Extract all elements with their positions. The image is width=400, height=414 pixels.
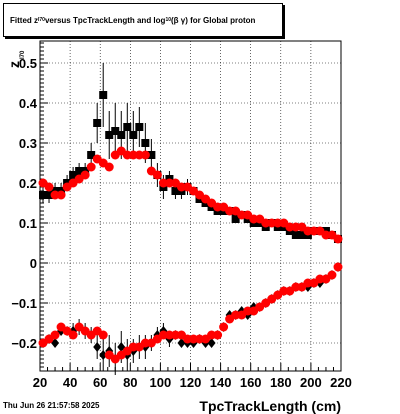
y-axis-label: z [6, 61, 22, 68]
x-tick-label: 160 [240, 375, 262, 390]
data-point-square [99, 91, 108, 99]
x-tick-label: 80 [123, 375, 137, 390]
data-point-circle [56, 190, 66, 200]
chart-title-part: (β γ) for Global proton [171, 15, 256, 25]
data-point-square [45, 191, 54, 199]
data-point-square [123, 123, 132, 131]
data-point-circle [104, 162, 114, 172]
chart-title-box: Fitted z I70 versus TpcTrackLength and lo… [3, 3, 283, 37]
data-point-square [117, 131, 126, 139]
data-point-circle [44, 182, 54, 192]
data-point-circle [80, 170, 90, 180]
data-point-square [75, 167, 84, 175]
data-point-circle [327, 270, 337, 280]
x-tick-label: 220 [330, 375, 352, 390]
data-point-square [69, 171, 78, 179]
x-tick-label: 180 [270, 375, 292, 390]
data-point-circle [98, 330, 108, 340]
data-point-circle [50, 330, 60, 340]
data-point-circle [333, 234, 343, 244]
x-axis-label: TpcTrackLength (cm) [199, 398, 341, 414]
y-tick-label: 0.3 [19, 136, 37, 151]
y-tick-label: −0.2 [11, 336, 37, 351]
data-point-diamond [99, 350, 108, 360]
data-point-circle [213, 330, 223, 340]
y-tick-label: 0.4 [19, 96, 38, 111]
x-tick-label: 100 [150, 375, 172, 390]
y-tick-label: 0 [30, 256, 37, 271]
x-tick-label: 200 [300, 375, 322, 390]
chart-title-part: versus TpcTrackLength and log [44, 15, 166, 25]
data-point-circle [333, 262, 343, 272]
data-point-circle [152, 170, 162, 180]
x-tick-label: 20 [33, 375, 47, 390]
data-point-square [135, 123, 144, 131]
data-point-diamond [93, 342, 102, 352]
data-point-square [129, 131, 138, 139]
data-point-square [93, 119, 102, 127]
data-point-circle [219, 322, 229, 332]
y-tick-label: 0.5 [19, 56, 37, 71]
y-tick-label: 0.2 [19, 176, 37, 191]
x-tick-label: 60 [93, 375, 107, 390]
y-tick-label: 0.1 [19, 216, 37, 231]
data-point-square [171, 187, 180, 195]
data-point-square [291, 231, 300, 239]
y-tick-label: −0.1 [11, 296, 37, 311]
chart-title-subscript: I70 [38, 17, 45, 23]
x-tick-label: 40 [63, 375, 77, 390]
data-point-square [105, 131, 114, 139]
chart-title-subscript: 10 [165, 17, 171, 23]
data-point-square [111, 127, 120, 135]
data-point-square [87, 151, 96, 159]
datestamp: Thu Jun 26 21:57:58 2025 [3, 401, 100, 410]
data-point-square [297, 231, 306, 239]
y-axis-label-subscript: I70 [20, 50, 26, 59]
data-point-circle [86, 162, 96, 172]
chart-title-part: Fitted z [10, 15, 38, 25]
x-tick-label: 140 [210, 375, 232, 390]
data-point-square [141, 139, 150, 147]
data-point-circle [68, 330, 78, 340]
data-point-square [147, 151, 156, 159]
data-point-square [231, 215, 240, 223]
x-tick-label: 120 [180, 375, 202, 390]
data-point-square [39, 191, 48, 199]
data-point-circle [140, 150, 150, 160]
